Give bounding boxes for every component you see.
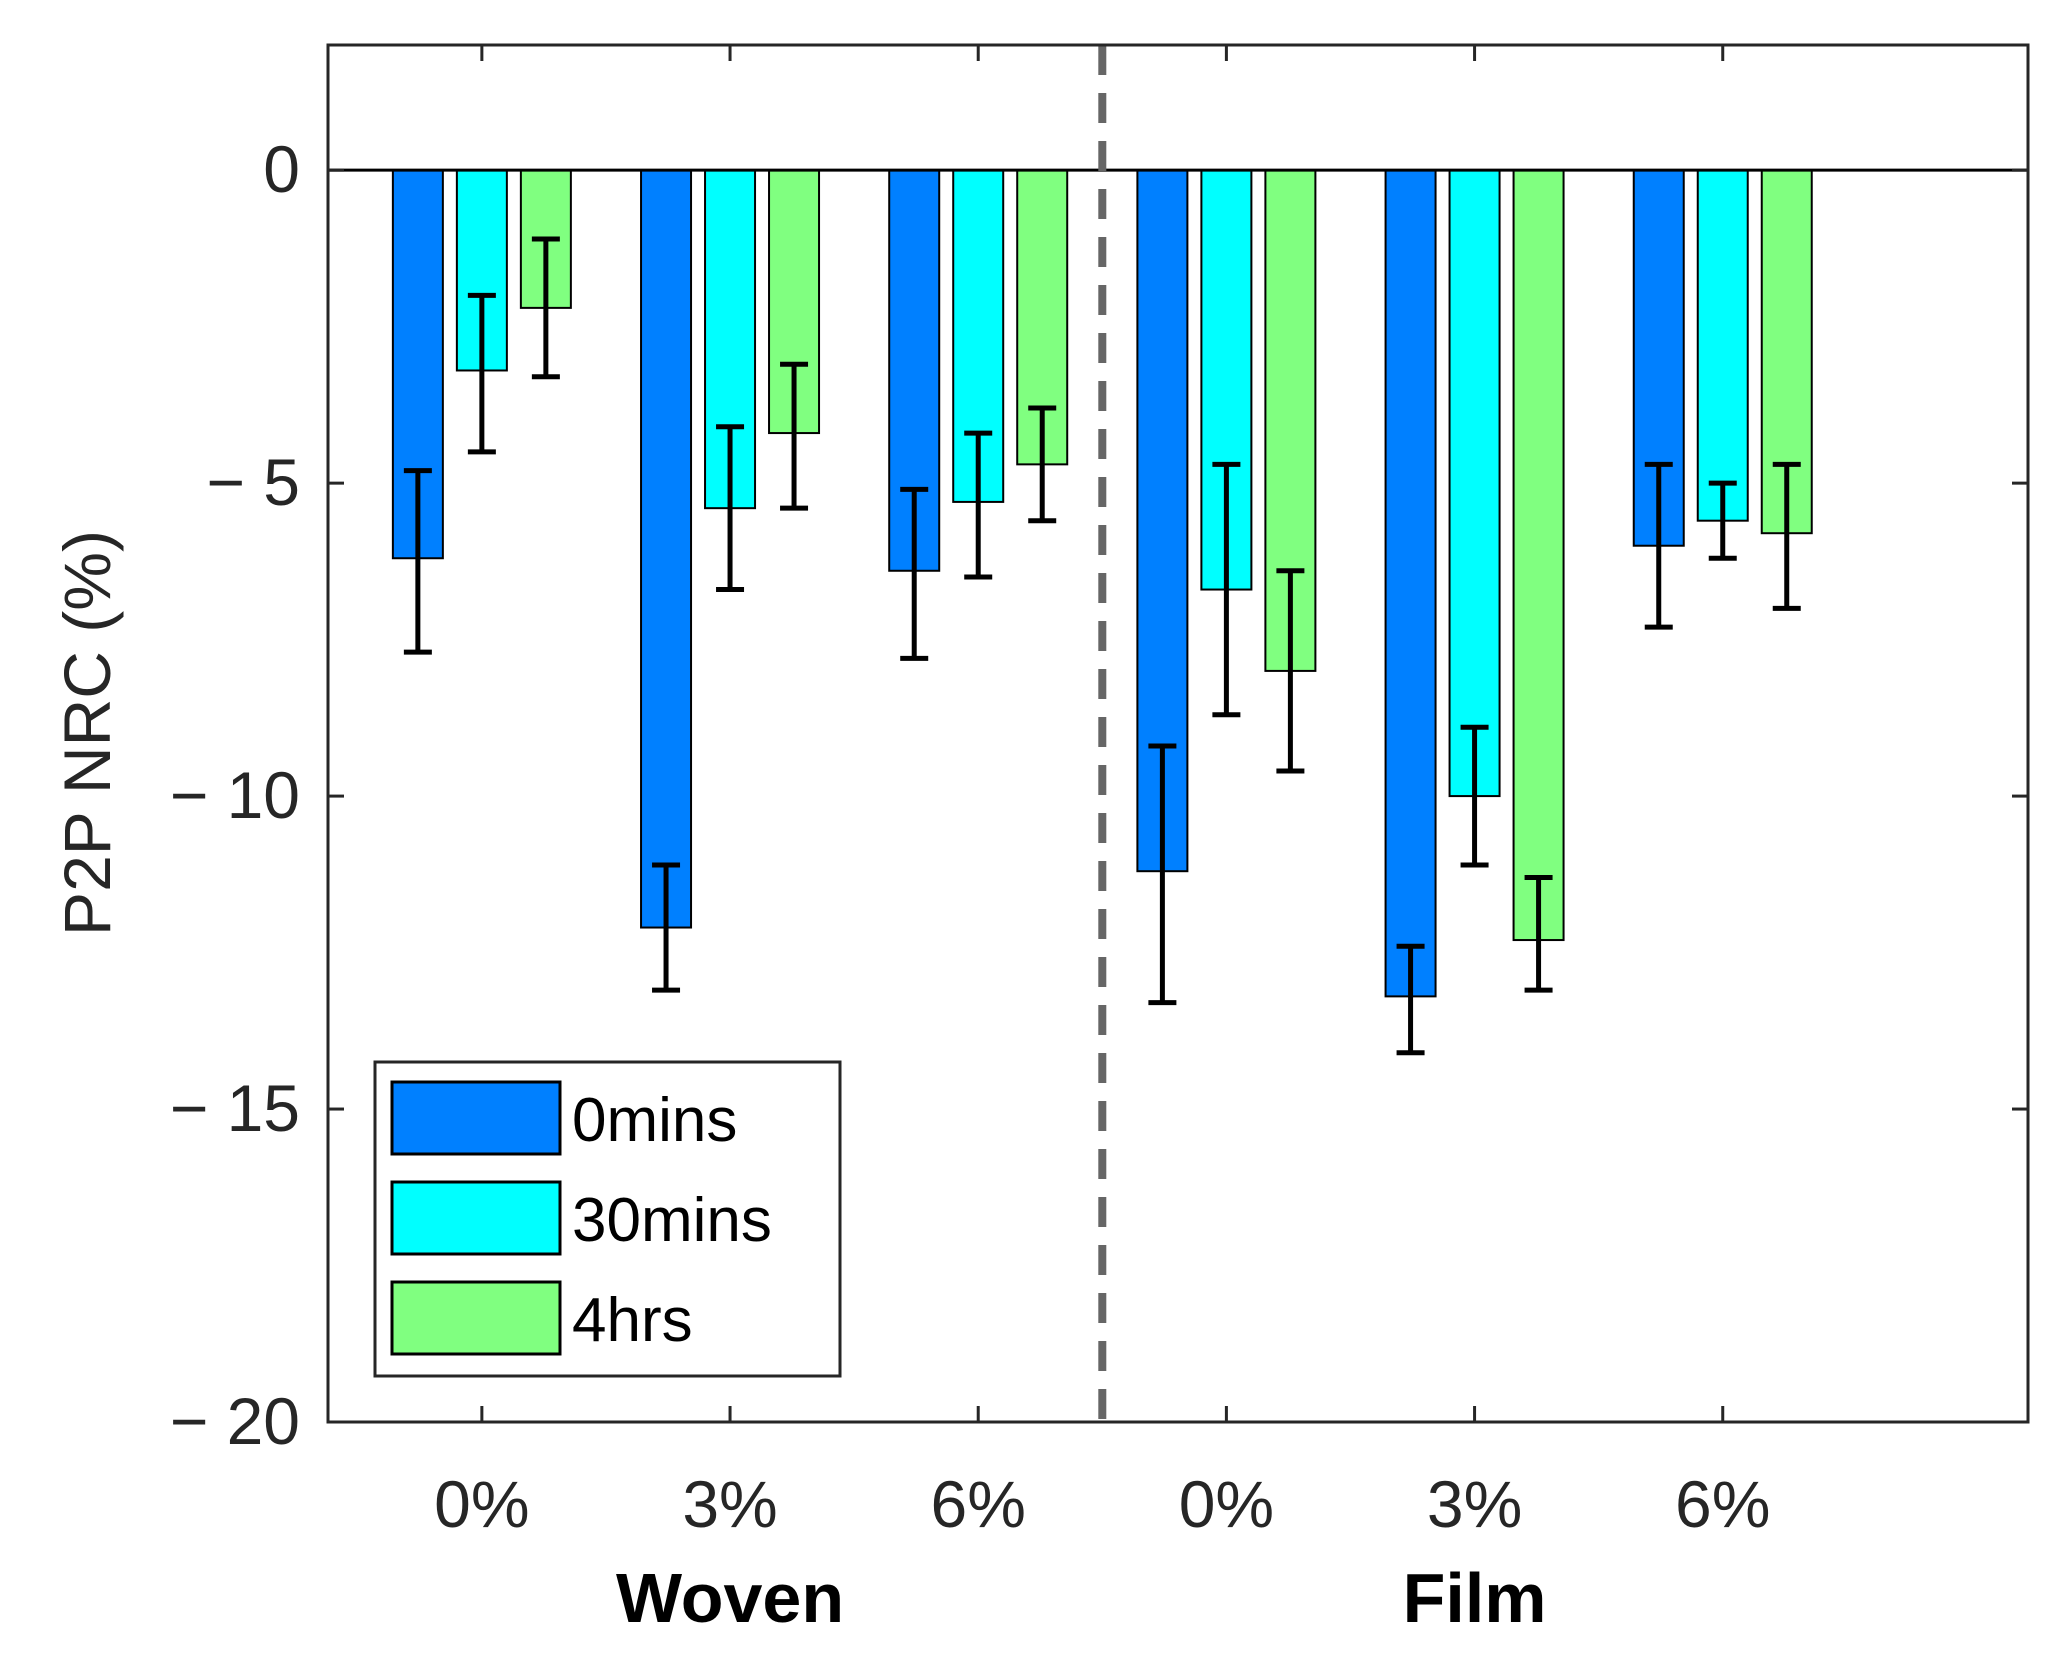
group-labels: Woven Film	[616, 1559, 1547, 1637]
ytick-label-4: − 20	[170, 1384, 300, 1458]
error-bar-30mins-4	[1460, 724, 1489, 868]
xtick-label-1: 3%	[682, 1467, 777, 1541]
bars-layer	[391, 169, 1813, 998]
xtick-label-4: 3%	[1427, 1467, 1522, 1541]
error-bar-4hrs-2	[1028, 405, 1057, 524]
ytick-label-0: 0	[263, 132, 300, 206]
legend-swatch-4hrs	[390, 1280, 562, 1356]
xtick-label-2: 6%	[931, 1467, 1026, 1541]
bar-0mins-1	[640, 169, 693, 929]
error-bar-0mins-1	[652, 862, 681, 993]
error-bar-4hrs-1	[780, 361, 809, 511]
legend-label-0mins: 0mins	[572, 1086, 737, 1155]
ytick-label-2: − 10	[170, 758, 300, 832]
y-axis-label: P2P NRC (%)	[50, 530, 124, 936]
error-bars-layer	[403, 236, 1801, 1056]
error-bar-0mins-4	[1396, 943, 1425, 1056]
error-bar-4hrs-0	[531, 236, 560, 380]
x-tick-labels: 0% 3% 6% 0% 3% 6%	[434, 1467, 1770, 1541]
bar-30mins-4	[1448, 169, 1501, 798]
bar-30mins-5	[1696, 169, 1749, 522]
legend-label-30mins: 30mins	[572, 1186, 772, 1255]
error-bar-30mins-3	[1212, 461, 1241, 718]
legend-swatch-0mins	[390, 1080, 562, 1156]
xtick-label-3: 0%	[1179, 1467, 1274, 1541]
xtick-label-5: 6%	[1675, 1467, 1770, 1541]
error-bar-0mins-0	[403, 468, 432, 655]
error-bar-30mins-2	[964, 430, 993, 580]
legend-label-4hrs: 4hrs	[572, 1286, 693, 1355]
plot-frame	[326, 43, 2030, 1424]
error-bar-0mins-5	[1644, 461, 1673, 630]
error-bar-4hrs-5	[1772, 461, 1801, 611]
bar-0mins-4	[1384, 169, 1437, 998]
error-bar-30mins-0	[467, 292, 496, 455]
ytick-label-3: − 15	[170, 1071, 300, 1145]
error-bar-30mins-5	[1708, 480, 1737, 561]
legend-swatch-30mins	[390, 1180, 562, 1256]
error-bar-0mins-2	[900, 486, 929, 661]
group-label-woven: Woven	[616, 1559, 844, 1637]
error-bar-4hrs-4	[1524, 874, 1553, 993]
y-tick-labels: 0 − 5 − 10 − 15 − 20	[170, 132, 300, 1458]
axis-ticks	[328, 45, 2028, 1424]
bar-4hrs-4	[1512, 169, 1565, 942]
error-bar-30mins-1	[716, 424, 745, 593]
error-bar-4hrs-3	[1276, 568, 1305, 774]
xtick-label-0: 0%	[434, 1467, 529, 1541]
group-label-film: Film	[1403, 1559, 1547, 1637]
ytick-label-1: − 5	[206, 445, 300, 519]
error-bar-0mins-3	[1148, 743, 1177, 1006]
legend: 0mins 30mins 4hrs	[373, 1060, 842, 1378]
